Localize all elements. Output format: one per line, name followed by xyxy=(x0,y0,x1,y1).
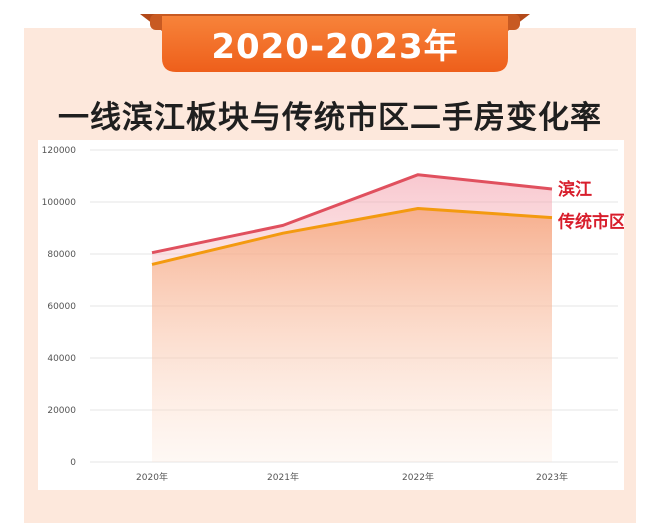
banner-title: 2020-2023年 xyxy=(211,26,459,67)
series-label: 传统市区 xyxy=(557,212,624,233)
page-title: 一线滨江板块与传统市区二手房变化率 xyxy=(58,100,602,136)
y-tick-label: 100000 xyxy=(42,198,77,208)
series-line-2 xyxy=(151,207,553,266)
y-tick-label: 120000 xyxy=(42,146,77,156)
line-chart: 0 20000 40000 60000 80000 100000 120000 2020年 20… xyxy=(42,146,624,483)
x-tick-label: 2020年 xyxy=(136,471,168,483)
series-label: 滨江 xyxy=(558,179,592,200)
series-line-1 xyxy=(151,173,553,255)
x-tick-label: 2022年 xyxy=(402,471,434,483)
banner-ribbon-shape xyxy=(140,14,530,72)
y-tick-label: 80000 xyxy=(47,250,76,260)
y-tick-label: 0 xyxy=(70,458,76,468)
y-tick-label: 20000 xyxy=(47,406,76,416)
y-tick-label: 60000 xyxy=(47,302,76,312)
chart-area: 0 20000 40000 60000 80000 100000 120000 2020年 20… xyxy=(38,140,624,490)
x-tick-label: 2021年 xyxy=(267,471,299,483)
area-under-series xyxy=(152,208,552,462)
y-tick-label: 40000 xyxy=(47,354,76,364)
x-tick-label: 2023年 xyxy=(536,471,568,483)
title-banner: 2020-2023年 xyxy=(140,12,530,74)
